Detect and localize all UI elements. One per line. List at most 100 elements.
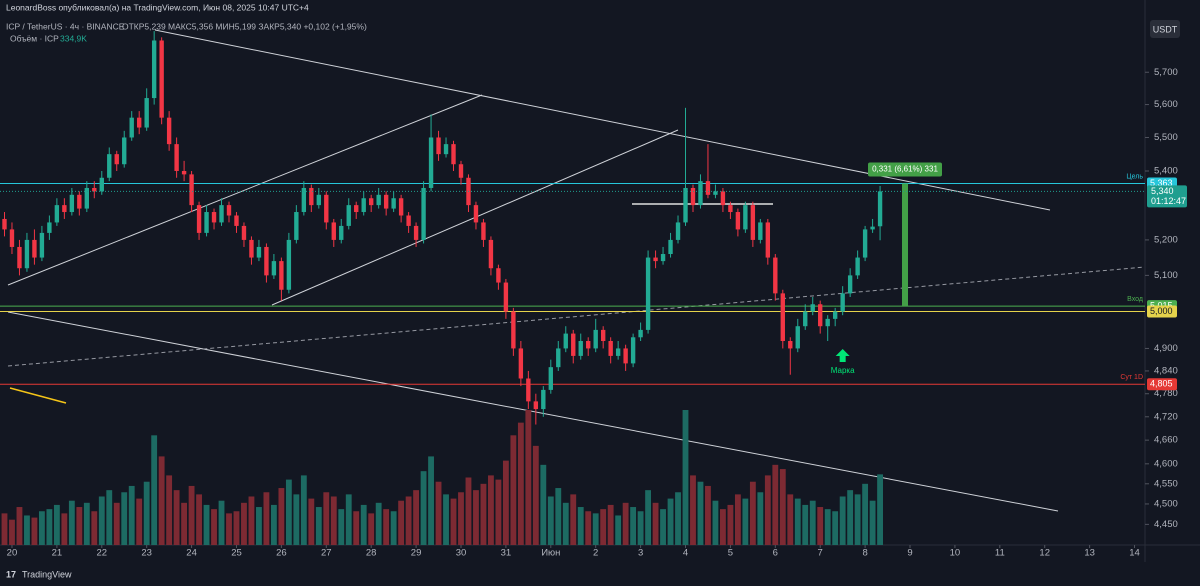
volume-bar [188, 485, 195, 545]
volume-bar [143, 481, 150, 545]
candle-body [354, 205, 359, 213]
candle-body [773, 257, 778, 294]
volume-bar [839, 496, 846, 545]
candle-body [780, 293, 785, 341]
volume-bar [502, 460, 509, 545]
candle-body [623, 348, 628, 364]
volume-bar [211, 509, 217, 545]
candle-body [54, 205, 60, 223]
level-name: Вход [1127, 296, 1143, 303]
volume-bar [742, 498, 749, 545]
volume-bar [323, 492, 330, 545]
y-tick-label: 4,600 [1154, 458, 1178, 469]
volume-bar [68, 500, 75, 545]
candle-body [578, 340, 583, 356]
candle-body [219, 205, 224, 223]
candle-body [376, 194, 381, 206]
candle-body [398, 198, 404, 216]
volume-bar [76, 507, 83, 545]
volume-bar [749, 481, 756, 545]
volume-bar [368, 513, 375, 545]
volume-bar [532, 445, 539, 545]
last-price-box [1147, 185, 1187, 208]
y-tick-label: 5,500 [1154, 132, 1178, 143]
x-tick-label: 31 [501, 548, 512, 559]
volume-bar [390, 511, 397, 545]
x-tick-label: 25 [231, 548, 242, 559]
volume-bar [151, 435, 158, 545]
candle-body [339, 225, 344, 240]
x-tick-label: 14 [1129, 548, 1140, 559]
candle-body [600, 329, 606, 341]
volume-bar [128, 485, 135, 545]
candle-body [92, 187, 97, 192]
candle-body [324, 194, 329, 223]
volume-bar [562, 502, 569, 545]
candle-body [847, 275, 853, 294]
volume-bar [158, 456, 165, 545]
candle-body [391, 198, 396, 209]
candle-body [511, 311, 516, 349]
candle-body [533, 401, 539, 410]
y-tick-label: 4,550 [1154, 478, 1178, 489]
candle-body [571, 333, 576, 356]
volume-bar [517, 422, 524, 545]
x-tick-label: 10 [950, 548, 961, 559]
candle-body [645, 257, 651, 330]
volume-bar [315, 507, 322, 545]
volume-bar [263, 492, 270, 545]
candle-body [735, 212, 741, 230]
volume-bar [607, 504, 614, 545]
y-tick-label: 4,840 [1154, 365, 1178, 376]
volume-bar [615, 515, 622, 545]
volume-bar [31, 517, 38, 545]
candle-body [264, 246, 269, 276]
candle-body [765, 222, 771, 258]
volume-bar [570, 494, 577, 545]
x-tick-label: 4 [683, 548, 688, 559]
x-tick-label: 22 [96, 548, 107, 559]
volume-bar [308, 498, 315, 545]
volume-bar [203, 504, 210, 545]
y-tick-label: 4,900 [1154, 343, 1178, 354]
candle-body [107, 154, 112, 178]
volume-bar [824, 509, 831, 545]
candle-body [810, 304, 815, 312]
candle-body [346, 205, 351, 226]
candle-body [99, 177, 104, 192]
volume-bar [330, 496, 337, 545]
candle-body [271, 261, 277, 276]
candle-body [226, 205, 232, 216]
volume-bar [473, 490, 479, 545]
candle-body [728, 205, 733, 213]
volume-bar [435, 481, 442, 545]
candle-body [151, 40, 157, 99]
volume-bar [83, 502, 90, 545]
x-tick-label: 23 [141, 548, 152, 559]
candle-body [877, 191, 883, 227]
candle-body [369, 198, 374, 206]
volume-bar [772, 464, 779, 545]
volume-bar [690, 475, 696, 545]
x-tick-label: 20 [7, 548, 18, 559]
candle-body [129, 117, 134, 138]
candle-body [204, 212, 209, 233]
currency-box[interactable] [1150, 20, 1180, 38]
volume-bar [675, 492, 681, 545]
volume-bar [727, 504, 734, 545]
volume-bar [637, 511, 644, 545]
candle-body [556, 348, 561, 368]
volume-bar [226, 513, 232, 545]
candle-body [548, 367, 553, 390]
candle-body [608, 340, 613, 356]
y-tick-label: 4,720 [1154, 411, 1178, 422]
x-tick-label: 26 [276, 548, 287, 559]
volume-bar [600, 509, 607, 545]
volume-bar [854, 494, 861, 545]
volume-bar [53, 504, 60, 545]
candle-body [24, 239, 30, 269]
candle-body [234, 215, 239, 226]
candle-body [406, 215, 411, 226]
currency[interactable]: USDT [1153, 24, 1178, 34]
volume-bar [46, 509, 53, 545]
